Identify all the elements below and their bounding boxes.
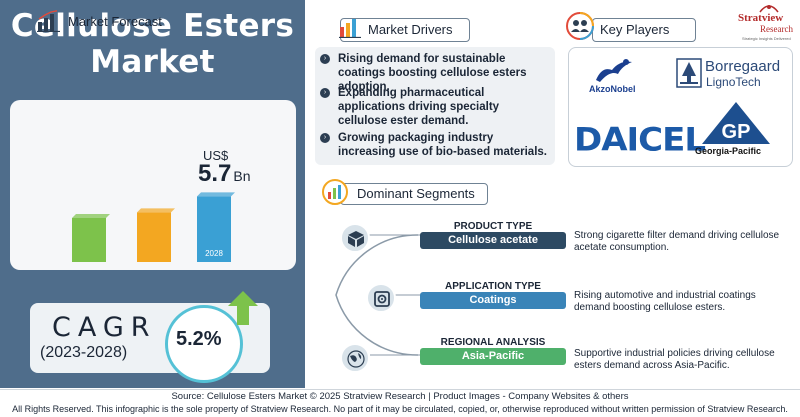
segment-description: Rising automotive and industrial coating… [574,290,756,313]
forecast-bar [72,218,106,262]
market-forecast-heading: Market Forecast [68,14,162,29]
gear-icon [374,291,390,307]
cagr-ring [165,305,243,383]
cagr-years: (2023-2028) [40,344,128,361]
gp-mark: GP [722,121,751,143]
borregaard-label: Borregaard [705,58,781,75]
borregaard-logo-icon [676,58,702,88]
forecast-value-number: 5.7 [198,160,232,187]
georgia-pacific-label: Georgia-Pacific [695,146,762,156]
segment-description: Strong cigarette filter demand driving c… [574,230,780,253]
source-note: Source: Cellulose Esters Market © 2025 S… [171,391,629,402]
cagr-label: CAGR [52,312,157,343]
key-players-heading: Key Players [600,22,670,37]
segment-icon-circle [366,283,396,313]
up-arrow-icon [228,291,258,325]
market-drivers-heading: Market Drivers [368,22,453,37]
page-title: Cellulose Esters Market [0,8,305,80]
driver-item: Growing packaging industry increasing us… [338,132,547,158]
forecast-bar [197,196,231,262]
dominant-segments-heading: Dominant Segments [357,186,475,201]
cagr-value: 5.2% [176,328,222,350]
brand-name: Stratview [738,12,784,24]
segment-value: Cellulose acetate [420,232,566,249]
segment-type: PRODUCT TYPE [453,221,533,232]
bar-chart-icon [339,19,361,38]
segment-value: Asia-Pacific [420,348,566,365]
daicel-logo: DAICEL [574,121,706,159]
forecast-bar [137,212,171,262]
forecast-currency: US$ [203,148,229,163]
bullet-icon: › [320,54,330,64]
stratview-logo-icon [759,5,779,13]
bullet-icon: › [320,88,330,98]
title-line-2: Market [90,44,215,80]
akzonobel-label: AkzoNobel [589,84,636,94]
bar-top [197,192,235,197]
driver-item: Expanding pharmaceutical applications dr… [338,87,500,127]
footer-divider [0,389,800,390]
rights-note: All Rights Reserved. This infographic is… [12,404,788,414]
forecast-bar-chart: 2028 [72,192,235,262]
akzonobel-logo [596,59,632,82]
bar-top [137,208,175,213]
brand-tagline: Strategic Insights Delivered [742,36,791,41]
forecast-value: 5.7 Bn [198,160,251,188]
bar-chart-icon [37,10,60,32]
bar-year-label: 2028 [205,249,223,258]
bullet-icon: › [320,133,330,143]
title-line-1: Cellulose Esters [10,8,295,44]
bar-chart-icon [322,179,348,205]
brand-sub: Research [760,24,793,34]
georgia-pacific-logo: GP [702,102,770,144]
segment-type: APPLICATION TYPE [445,281,541,292]
segment-type: REGIONAL ANALYSIS [440,337,546,348]
forecast-value-unit: Bn [233,168,251,184]
segment-value: Coatings [420,292,566,309]
segment-description: Supportive industrial policies driving c… [574,348,775,371]
lignotech-label: LignoTech [706,75,761,89]
segment-icon-circle [340,223,370,253]
market-drivers-heading-box [340,18,470,42]
globe-icon [347,350,365,368]
people-icon [566,12,594,40]
key-players-heading-box [592,18,696,42]
bar-top [72,214,110,218]
market-drivers-card [315,47,555,165]
box-icon [348,231,364,247]
driver-item: Rising demand for sustainable coatings b… [338,53,527,93]
